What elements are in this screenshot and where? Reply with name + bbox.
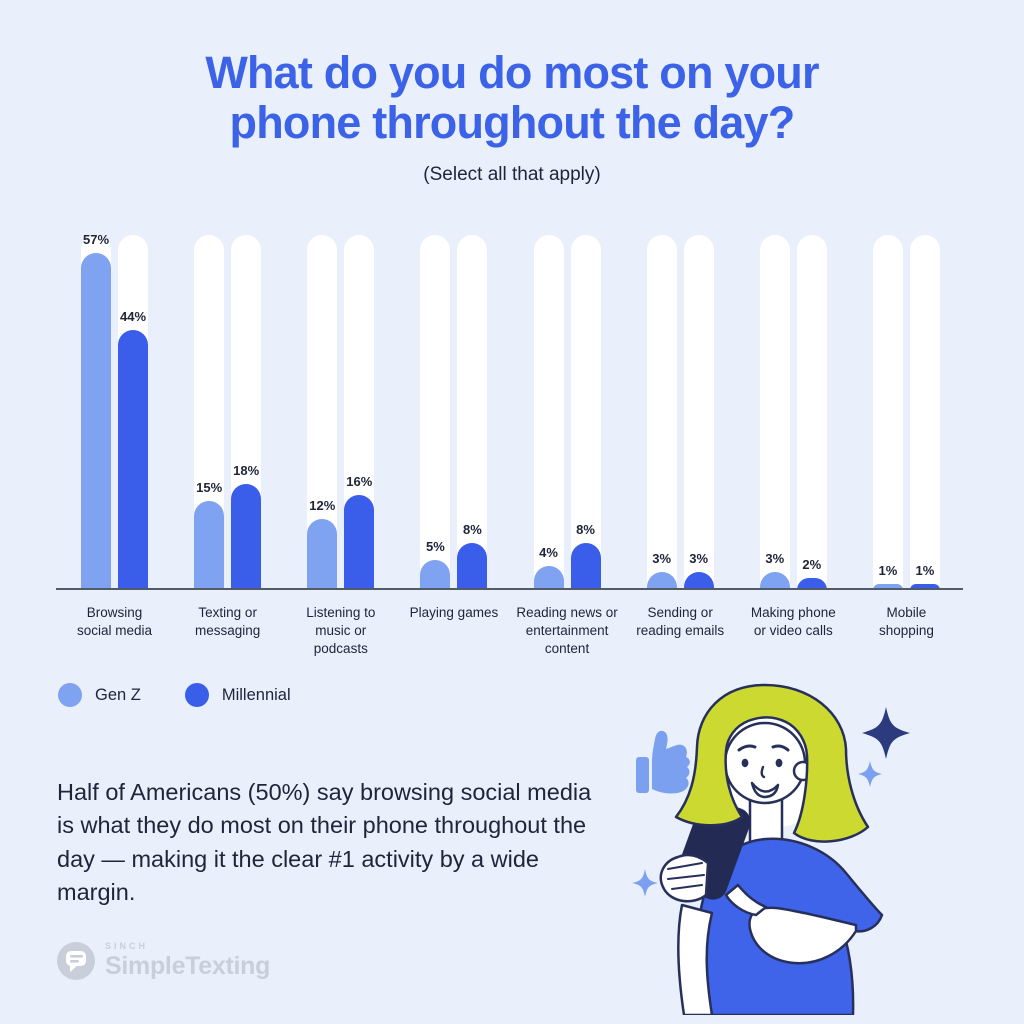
thumbs-up-icon	[636, 730, 690, 794]
callout-text: Half of Americans (50%) say browsing soc…	[57, 779, 592, 906]
bar-millennial	[909, 584, 940, 590]
legend-label: Gen Z	[95, 685, 141, 704]
bar-gen-z	[646, 572, 677, 590]
legend-swatch	[58, 683, 82, 707]
legend-item: Millennial	[184, 683, 291, 707]
bar-pair: 12% 16%	[307, 235, 375, 590]
bar-track: 1%	[872, 235, 903, 590]
bar-value-label: 1%	[878, 563, 898, 579]
page-subtitle: (Select all that apply)	[423, 164, 601, 185]
category-label: Reading news or entertainment content	[516, 605, 618, 656]
bar-gen-z	[307, 519, 338, 590]
bar-gen-z	[533, 566, 564, 590]
bar-track: 18%	[231, 235, 262, 590]
bar-track: 8%	[570, 235, 601, 590]
bar-value-label: 57%	[83, 231, 110, 247]
bar-value-label: 15%	[196, 480, 223, 496]
category-label: Playing games	[409, 605, 499, 620]
bar-track: 16%	[344, 235, 375, 590]
bar-value-label: 5%	[426, 539, 445, 555]
legend: Gen Z Millennial	[58, 683, 291, 707]
category-label: Sending or reading emails	[636, 605, 725, 638]
bar-track: 2%	[796, 235, 827, 590]
legend-item: Gen Z	[58, 683, 141, 707]
bar-track: 4%	[533, 235, 564, 590]
bar-track: 12%	[307, 235, 338, 590]
bar-value-label: 4%	[539, 545, 558, 561]
bar-value-label: 8%	[576, 521, 595, 537]
x-axis-line	[56, 588, 963, 590]
bar-millennial	[231, 483, 262, 590]
bar-millennial	[118, 329, 149, 590]
bar-value-label: 18%	[233, 462, 260, 478]
star-icon	[862, 707, 910, 759]
bar-track: 3%	[759, 235, 790, 590]
bar-track: 1%	[909, 235, 940, 590]
legend-swatch	[184, 683, 209, 707]
category-label: Texting or messaging	[195, 605, 261, 638]
bar-value-label: 2%	[802, 557, 822, 573]
sparkle-icon	[632, 869, 658, 897]
bar-group: 57% 44% Browsing social media	[58, 231, 171, 638]
bar-value-label: 44%	[120, 308, 147, 324]
bar-track: 15%	[194, 235, 225, 590]
bar-gen-z	[872, 584, 903, 590]
bar-group: 3% 2% Making phone or video calls	[737, 235, 850, 638]
bar-value-label: 8%	[463, 521, 482, 537]
bar-pair: 1% 1%	[872, 235, 940, 590]
bar-value-label: 3%	[689, 551, 709, 567]
bar-track: 5%	[420, 235, 451, 590]
speech-bubble-logo-icon	[57, 942, 95, 980]
woman-with-phone-illustration	[632, 683, 910, 1015]
bar-group: 1% 1% Mobile shopping	[850, 235, 963, 638]
bar-value-label: 16%	[346, 474, 373, 490]
category-label: Mobile shopping	[879, 605, 934, 638]
bar-value-label: 1%	[915, 563, 935, 579]
brand-tagline: SINCH	[105, 941, 149, 951]
bar-track: 3%	[683, 235, 714, 590]
bar-value-label: 12%	[309, 498, 336, 513]
category-label: Browsing social media	[77, 605, 153, 638]
bar-millennial	[796, 578, 827, 590]
bar-pair: 15% 18%	[194, 235, 262, 590]
bar-pair: 5% 8%	[420, 235, 488, 590]
bar-group: 15% 18% Texting or messaging	[171, 235, 284, 638]
page-title: What do you do most on your phone throug…	[205, 47, 819, 148]
bar-pair: 3% 3%	[646, 235, 714, 590]
bar-millennial	[683, 572, 714, 590]
bar-pair: 3% 2%	[759, 235, 827, 590]
bar-pair: 4% 8%	[533, 235, 601, 590]
bar-millennial	[570, 542, 601, 590]
bar-millennial	[457, 542, 488, 590]
bar-pair: 57% 44%	[81, 231, 149, 590]
bar-value-label: 3%	[765, 551, 785, 567]
bar-group: 5% 8% Playing games	[397, 235, 510, 620]
bar-gen-z	[420, 560, 451, 590]
bar-track: 8%	[457, 235, 488, 590]
bar-gen-z	[194, 501, 225, 590]
brand-logo: SINCH SimpleTexting	[56, 941, 270, 981]
bar-track: 57%	[81, 231, 112, 590]
bar-gen-z	[81, 252, 112, 590]
category-label: Making phone or video calls	[750, 605, 836, 638]
bar-group: 12% 16% Listening to music or podcasts	[284, 235, 397, 656]
bar-track: 44%	[118, 235, 149, 590]
bar-gen-z	[759, 572, 790, 590]
bar-track: 3%	[646, 235, 677, 590]
bar-group: 4% 8% Reading news or entertainment conten…	[511, 235, 624, 656]
bar-group: 3% 3% Sending or reading emails	[624, 235, 737, 638]
bar-chart: 57% 44% Browsing social media 15% 18% Texting…	[58, 231, 963, 656]
legend-label: Millennial	[221, 685, 291, 704]
brand-wordmark: SimpleTexting	[105, 952, 271, 980]
hair-shape	[674, 683, 870, 843]
bar-millennial	[344, 495, 375, 590]
category-label: Listening to music or podcasts	[306, 605, 376, 656]
sparkle-icon	[858, 761, 882, 787]
bar-value-label: 3%	[652, 551, 672, 567]
